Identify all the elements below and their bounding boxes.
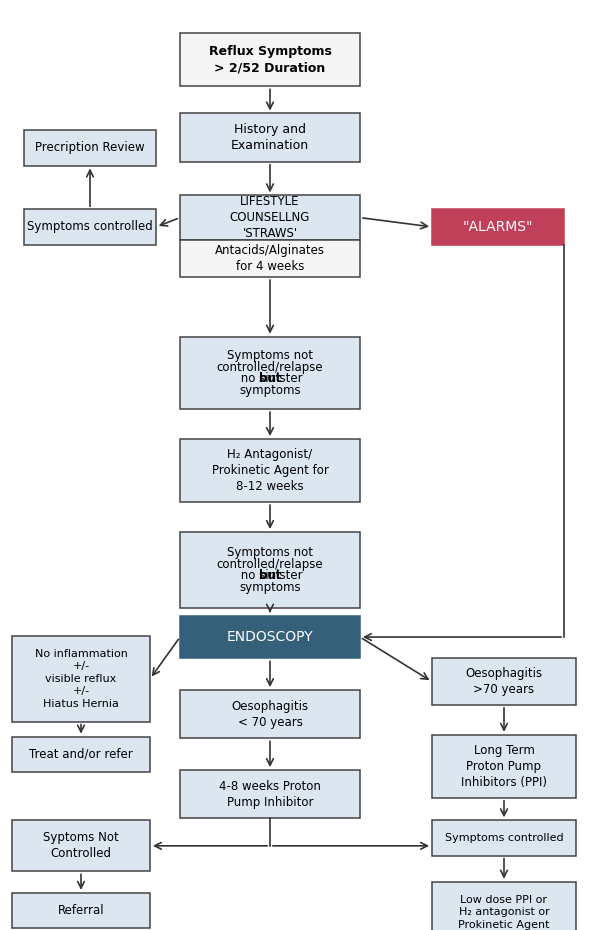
Text: but: but bbox=[259, 569, 281, 582]
FancyBboxPatch shape bbox=[432, 658, 576, 705]
Text: Oesophagitis
< 70 years: Oesophagitis < 70 years bbox=[232, 699, 308, 729]
Text: No inflammation
+/-
visible reflux
+/-
Hiatus Hernia: No inflammation +/- visible reflux +/- H… bbox=[35, 649, 127, 709]
Text: Symptoms not: Symptoms not bbox=[227, 547, 313, 559]
FancyBboxPatch shape bbox=[432, 882, 576, 930]
Text: Precription Review: Precription Review bbox=[35, 141, 145, 154]
Text: controlled/relapse: controlled/relapse bbox=[217, 361, 323, 374]
Text: but no sinister: but no sinister bbox=[227, 372, 313, 385]
FancyBboxPatch shape bbox=[12, 893, 150, 928]
Text: no sinister: no sinister bbox=[237, 372, 303, 385]
Text: Symptoms not: Symptoms not bbox=[227, 350, 313, 362]
FancyBboxPatch shape bbox=[432, 209, 564, 245]
FancyBboxPatch shape bbox=[180, 770, 360, 818]
Text: Treat and/or refer: Treat and/or refer bbox=[29, 748, 133, 761]
Text: Reflux Symptoms
> 2/52 Duration: Reflux Symptoms > 2/52 Duration bbox=[209, 45, 331, 74]
Text: Oesophagitis
>70 years: Oesophagitis >70 years bbox=[466, 667, 542, 697]
Text: LIFESTYLE
COUNSELLNG
'STRAWS': LIFESTYLE COUNSELLNG 'STRAWS' bbox=[230, 195, 310, 240]
FancyBboxPatch shape bbox=[180, 439, 360, 502]
Text: Symptoms controlled: Symptoms controlled bbox=[445, 833, 563, 843]
Text: but no sinister: but no sinister bbox=[227, 569, 313, 582]
FancyBboxPatch shape bbox=[180, 690, 360, 738]
Text: History and
Examination: History and Examination bbox=[231, 123, 309, 153]
FancyBboxPatch shape bbox=[180, 33, 360, 86]
FancyBboxPatch shape bbox=[180, 113, 360, 162]
Text: symptoms: symptoms bbox=[239, 384, 301, 396]
Text: no sinister: no sinister bbox=[237, 569, 303, 582]
Text: ENDOSCOPY: ENDOSCOPY bbox=[227, 630, 313, 644]
Text: Syptoms Not
Controlled: Syptoms Not Controlled bbox=[43, 831, 119, 860]
FancyBboxPatch shape bbox=[24, 130, 156, 166]
FancyBboxPatch shape bbox=[180, 195, 360, 240]
Text: Referral: Referral bbox=[58, 904, 104, 917]
Text: Antacids/Alginates
for 4 weeks: Antacids/Alginates for 4 weeks bbox=[215, 244, 325, 273]
Text: Long Term
Proton Pump
Inhibitors (PPI): Long Term Proton Pump Inhibitors (PPI) bbox=[461, 744, 547, 789]
Text: "ALARMS": "ALARMS" bbox=[463, 219, 533, 234]
FancyBboxPatch shape bbox=[180, 532, 360, 608]
FancyBboxPatch shape bbox=[180, 616, 360, 658]
Text: 4-8 weeks Proton
Pump Inhibitor: 4-8 weeks Proton Pump Inhibitor bbox=[219, 779, 321, 809]
Text: H₂ Antagonist/
Prokinetic Agent for
8-12 weeks: H₂ Antagonist/ Prokinetic Agent for 8-12… bbox=[212, 448, 328, 493]
FancyBboxPatch shape bbox=[180, 337, 360, 409]
Text: Low dose PPI or
H₂ antagonist or
Prokinetic Agent: Low dose PPI or H₂ antagonist or Prokine… bbox=[458, 895, 550, 930]
FancyBboxPatch shape bbox=[432, 735, 576, 798]
FancyBboxPatch shape bbox=[12, 636, 150, 722]
FancyBboxPatch shape bbox=[24, 209, 156, 245]
FancyBboxPatch shape bbox=[432, 820, 576, 856]
Text: Symptoms controlled: Symptoms controlled bbox=[27, 220, 153, 233]
FancyBboxPatch shape bbox=[12, 820, 150, 871]
FancyBboxPatch shape bbox=[180, 240, 360, 277]
Text: controlled/relapse: controlled/relapse bbox=[217, 558, 323, 571]
FancyBboxPatch shape bbox=[12, 737, 150, 772]
Text: but: but bbox=[259, 372, 281, 385]
Text: symptoms: symptoms bbox=[239, 581, 301, 593]
